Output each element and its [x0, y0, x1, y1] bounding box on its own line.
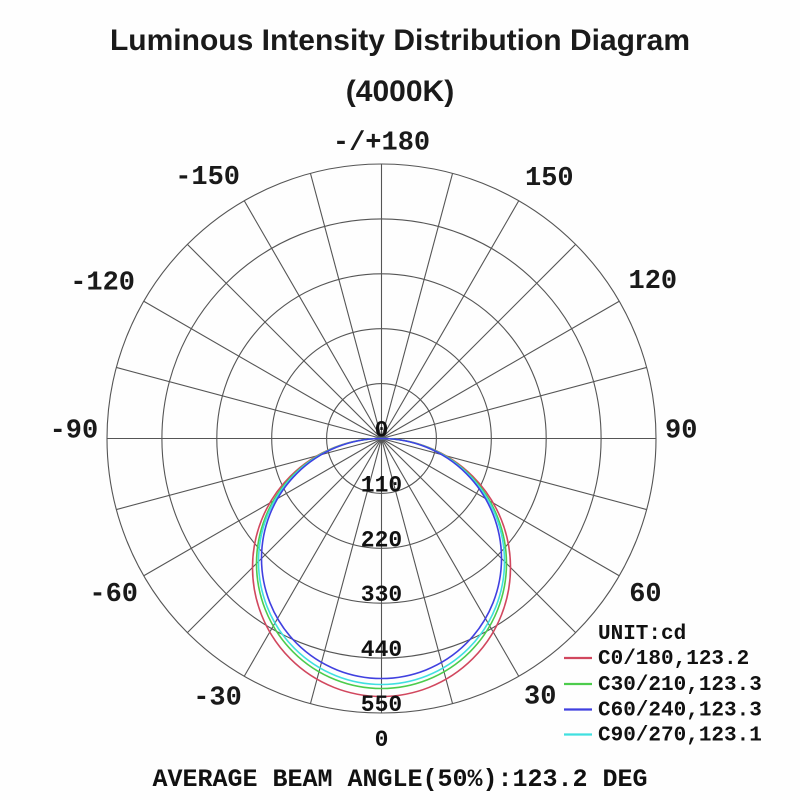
svg-text:330: 330 — [361, 582, 402, 608]
svg-text:C30/210,123.3: C30/210,123.3 — [598, 674, 762, 697]
svg-text:90: 90 — [665, 416, 697, 446]
svg-text:-60: -60 — [89, 580, 138, 610]
svg-text:C60/240,123.3: C60/240,123.3 — [598, 700, 762, 723]
svg-text:-120: -120 — [70, 268, 135, 298]
svg-text:150: 150 — [525, 164, 574, 194]
svg-text:440: 440 — [361, 637, 402, 663]
svg-text:30: 30 — [524, 683, 556, 713]
svg-text:120: 120 — [629, 267, 678, 297]
svg-text:110: 110 — [361, 472, 402, 498]
svg-text:60: 60 — [629, 580, 661, 610]
svg-text:C0/180,123.2: C0/180,123.2 — [598, 648, 749, 671]
svg-text:-/+180: -/+180 — [333, 129, 430, 159]
svg-text:-90: -90 — [50, 416, 99, 446]
svg-text:0: 0 — [375, 418, 389, 444]
svg-text:220: 220 — [361, 527, 402, 553]
svg-text:0: 0 — [375, 727, 389, 753]
svg-text:-30: -30 — [193, 683, 242, 713]
svg-text:-150: -150 — [175, 163, 240, 193]
svg-text:C90/270,123.1: C90/270,123.1 — [598, 725, 762, 748]
svg-text:UNIT:cd: UNIT:cd — [598, 623, 686, 646]
svg-text:550: 550 — [361, 692, 402, 718]
